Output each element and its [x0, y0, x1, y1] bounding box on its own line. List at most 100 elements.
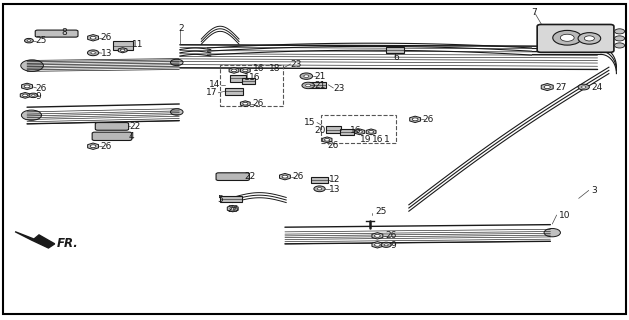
Text: 23: 23 — [333, 84, 345, 93]
Circle shape — [170, 59, 183, 66]
Text: 22: 22 — [244, 172, 255, 181]
Circle shape — [317, 188, 322, 190]
Text: 1: 1 — [244, 73, 250, 82]
Circle shape — [584, 36, 594, 41]
Text: 4: 4 — [129, 132, 135, 141]
Text: 24: 24 — [591, 83, 603, 92]
Text: 10: 10 — [559, 211, 570, 220]
Circle shape — [282, 175, 287, 178]
Circle shape — [381, 242, 391, 247]
Circle shape — [413, 118, 418, 121]
Circle shape — [23, 94, 28, 97]
Circle shape — [325, 139, 330, 141]
FancyBboxPatch shape — [35, 30, 78, 37]
Text: 13: 13 — [329, 185, 340, 194]
Text: 26: 26 — [423, 115, 434, 124]
Circle shape — [300, 73, 313, 79]
Text: 21: 21 — [314, 72, 326, 81]
Text: 26: 26 — [327, 141, 338, 150]
Circle shape — [243, 69, 248, 72]
Text: 26: 26 — [385, 231, 396, 240]
Polygon shape — [87, 35, 99, 41]
Polygon shape — [322, 137, 332, 143]
Text: 25: 25 — [35, 36, 47, 45]
FancyBboxPatch shape — [92, 132, 131, 140]
Polygon shape — [20, 92, 30, 98]
Circle shape — [243, 102, 248, 105]
Circle shape — [304, 75, 309, 77]
Text: 17: 17 — [206, 88, 217, 97]
Polygon shape — [372, 233, 383, 239]
Polygon shape — [229, 68, 239, 73]
Circle shape — [615, 43, 625, 48]
Circle shape — [578, 33, 601, 44]
Text: 14: 14 — [209, 80, 220, 89]
Circle shape — [27, 40, 31, 42]
Polygon shape — [279, 173, 291, 180]
Text: 15: 15 — [304, 118, 316, 127]
Text: 26: 26 — [101, 33, 112, 42]
Bar — [386, 47, 404, 53]
Text: 26: 26 — [35, 84, 47, 92]
Text: 21: 21 — [314, 81, 326, 90]
Bar — [340, 129, 354, 135]
Bar — [230, 75, 245, 82]
Polygon shape — [541, 84, 554, 91]
Circle shape — [374, 234, 380, 237]
Text: 26: 26 — [292, 172, 304, 181]
Bar — [309, 82, 326, 88]
Polygon shape — [15, 232, 55, 248]
Text: 16: 16 — [253, 64, 264, 73]
FancyBboxPatch shape — [537, 25, 614, 52]
Circle shape — [25, 38, 33, 43]
Text: 20: 20 — [314, 126, 326, 135]
Text: 18: 18 — [269, 64, 281, 73]
Text: 5: 5 — [218, 195, 223, 204]
Text: 16: 16 — [372, 135, 384, 144]
Circle shape — [302, 82, 314, 89]
Text: 12: 12 — [329, 175, 340, 184]
Text: 2: 2 — [178, 24, 184, 33]
Circle shape — [120, 49, 125, 52]
Circle shape — [29, 93, 38, 98]
Circle shape — [544, 228, 560, 237]
Text: 9: 9 — [390, 241, 396, 250]
Bar — [311, 177, 328, 183]
Circle shape — [306, 84, 311, 87]
Text: 25: 25 — [375, 207, 386, 216]
Circle shape — [231, 69, 237, 72]
Circle shape — [24, 85, 30, 88]
Polygon shape — [240, 68, 250, 73]
Circle shape — [31, 94, 35, 96]
Circle shape — [560, 34, 574, 41]
Circle shape — [91, 52, 96, 54]
Polygon shape — [409, 116, 421, 123]
Text: 11: 11 — [132, 40, 143, 49]
FancyBboxPatch shape — [216, 173, 249, 180]
Text: 27: 27 — [555, 83, 567, 92]
Circle shape — [91, 145, 96, 148]
Text: 16: 16 — [350, 126, 361, 135]
Bar — [225, 88, 243, 95]
Bar — [242, 78, 255, 84]
Circle shape — [21, 110, 42, 120]
Polygon shape — [87, 143, 99, 149]
Text: 23: 23 — [291, 60, 302, 68]
Polygon shape — [21, 83, 33, 90]
Circle shape — [357, 131, 362, 133]
Text: 7: 7 — [532, 8, 537, 17]
Text: 16: 16 — [249, 73, 260, 82]
Circle shape — [87, 50, 99, 56]
Bar — [326, 126, 342, 133]
Circle shape — [581, 86, 586, 88]
Circle shape — [314, 186, 325, 192]
Polygon shape — [366, 129, 376, 135]
Circle shape — [615, 29, 625, 34]
Polygon shape — [227, 205, 238, 212]
Text: 1: 1 — [384, 135, 389, 144]
Bar — [220, 196, 242, 202]
Circle shape — [578, 84, 589, 90]
Circle shape — [369, 131, 374, 133]
Polygon shape — [372, 242, 383, 248]
Text: 26: 26 — [101, 142, 112, 151]
